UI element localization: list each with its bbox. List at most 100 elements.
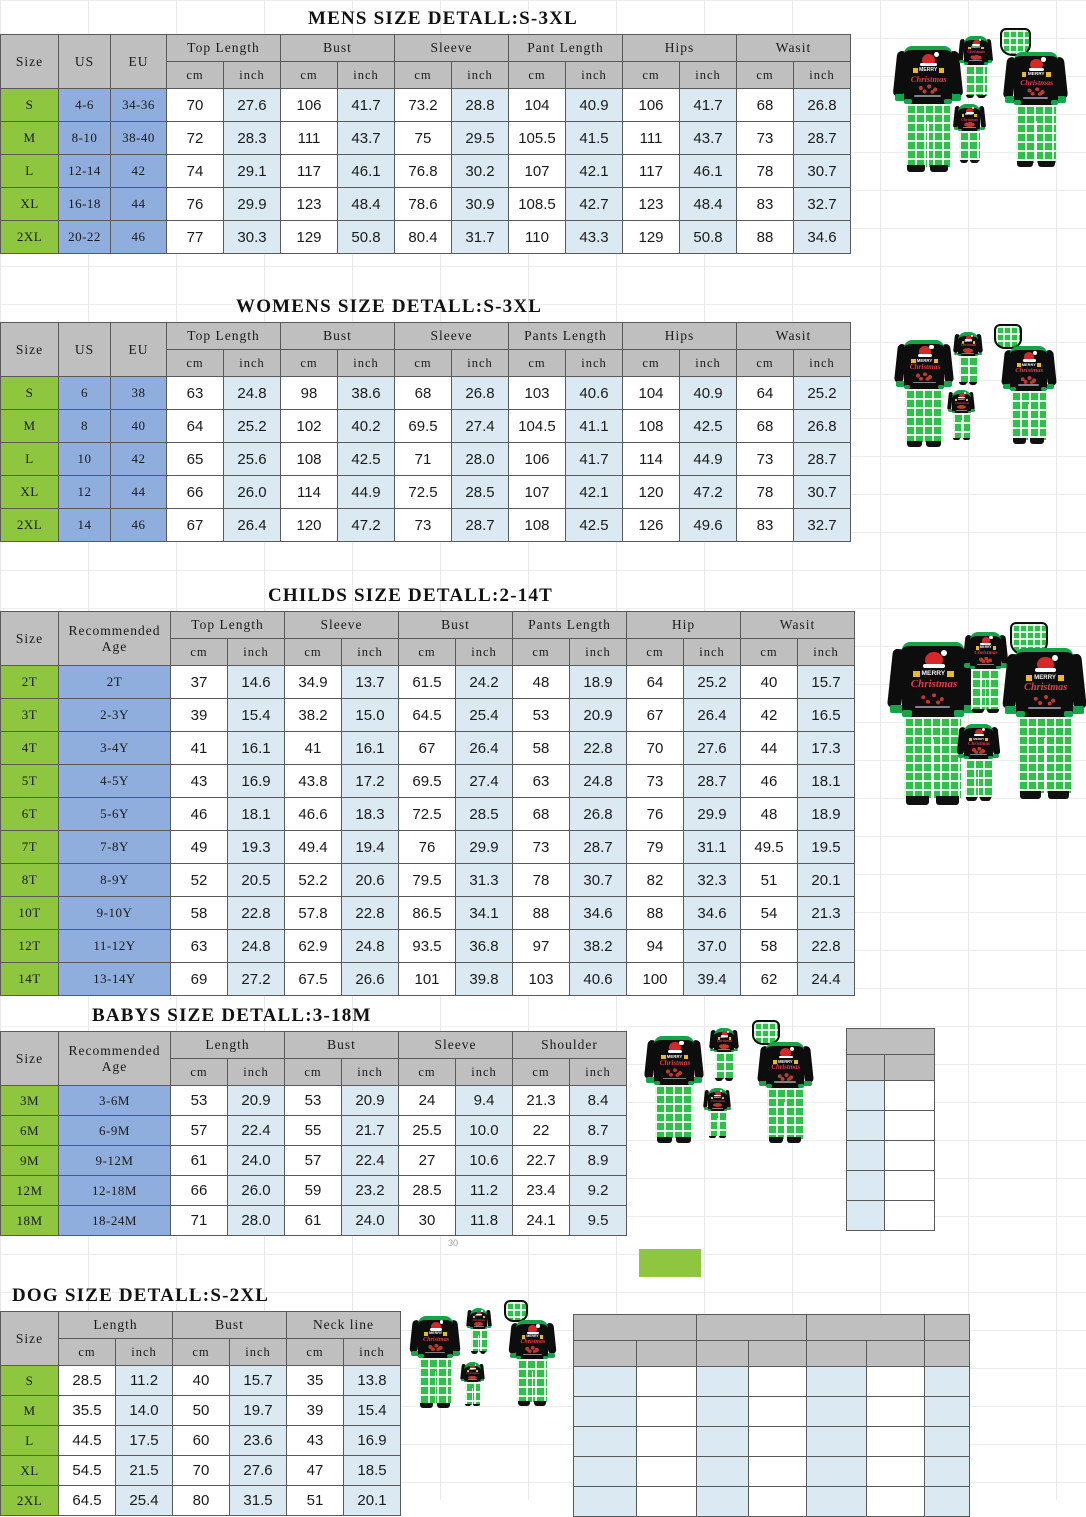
empty-cell <box>696 1366 749 1397</box>
unit-header-cm: cm <box>398 638 456 666</box>
cell-measure: 72.5 <box>394 475 452 509</box>
berry-wreath-graphic <box>1019 375 1038 384</box>
pants-cuff-right <box>676 1136 692 1143</box>
column-group-length: Length <box>58 1311 173 1339</box>
pajama-cuff-right <box>547 1353 555 1358</box>
unit-header-cm: cm <box>280 349 338 377</box>
cell-measure: 24.8 <box>569 764 627 798</box>
graphic-subtitle-line <box>522 1353 542 1355</box>
cell-measure: 44 <box>740 731 798 765</box>
unit-header-cm: cm <box>740 638 798 666</box>
cell-measure: 70 <box>166 88 224 122</box>
graphic-subtitle-line <box>956 409 967 411</box>
pants-leg-gap <box>723 1059 725 1080</box>
empty-table-row <box>573 1396 970 1427</box>
santa-hat-brim <box>917 354 933 358</box>
pajama-figure: MERRY Christmas <box>465 1308 492 1355</box>
table-row: M 8 40 64 25.2 102 40.2 69.5 27.4 104.5 41.1 108 42.… <box>0 409 851 443</box>
unit-header-cm: cm <box>398 1058 456 1086</box>
cell-measure: 83 <box>736 187 794 221</box>
cell-measure: 50.8 <box>337 220 395 254</box>
column-group-bust: Bust <box>280 34 395 62</box>
unit-header-cm: cm <box>172 1338 230 1366</box>
table-row: 2XL 64.5 25.4 80 31.5 51 20.1 <box>0 1485 401 1516</box>
pants-leg-gap <box>531 1371 533 1403</box>
unit-header-cm: cm <box>280 61 338 89</box>
pants-leg-gap <box>984 680 986 711</box>
empty-cell <box>806 1366 867 1397</box>
cell-measure: 108 <box>508 508 566 542</box>
unit-header-cm: cm <box>622 349 680 377</box>
empty-unit-cell <box>924 1340 970 1367</box>
cell-measure: 79.5 <box>398 863 456 897</box>
cell-measure: 26.8 <box>793 88 851 122</box>
table-row: L 12-14 42 74 29.1 117 46.1 76.8 30.2 107 42.1 117 4… <box>0 154 851 188</box>
cell-measure: 73.2 <box>394 88 452 122</box>
cell-measure: 129 <box>280 220 338 254</box>
cell-size: 14T <box>0 962 59 996</box>
cell-measure: 25.6 <box>223 442 281 476</box>
unit-header-inch: inch <box>343 1338 401 1366</box>
cell-measure: 10.0 <box>455 1115 513 1146</box>
cell-measure: 29.9 <box>455 830 513 864</box>
pajama-figure: MERRY Christmas <box>1003 52 1069 169</box>
cell-measure: 39 <box>170 698 228 732</box>
cell-measure: 74 <box>166 154 224 188</box>
cell-measure: 11.2 <box>455 1175 513 1206</box>
empty-table-row <box>846 1080 935 1111</box>
cell-measure: 25.2 <box>793 376 851 410</box>
empty-unit-cell <box>748 1340 807 1367</box>
table-row: 2XL 20-22 46 77 30.3 129 50.8 80.4 31.7 110 43.3 12… <box>0 220 851 254</box>
cell-measure: 88 <box>736 220 794 254</box>
childs-table-title: CHILDS SIZE DETALL:2-14T <box>268 585 554 606</box>
berry-wreath-graphic <box>969 54 982 60</box>
santa-hat-pom <box>1051 655 1058 662</box>
cell-measure: 100 <box>626 962 684 996</box>
merry-text: MERRY <box>666 1053 683 1059</box>
cell-measure: 58 <box>170 896 228 930</box>
cell-measure: 80.4 <box>394 220 452 254</box>
cell-measure: 71 <box>170 1205 228 1236</box>
empty-cell <box>884 1140 935 1171</box>
cell-measure: 15.7 <box>229 1365 287 1396</box>
cell-measure: 18.5 <box>343 1455 401 1486</box>
cell-size: M <box>0 409 59 443</box>
pants-cuff-right <box>987 709 999 714</box>
cell-size: 3M <box>0 1085 59 1116</box>
cell-measure: 102 <box>280 409 338 443</box>
cell-measure: 46 <box>170 797 228 831</box>
cell-measure: 103 <box>512 962 570 996</box>
santa-hat-brim <box>1035 668 1056 673</box>
cell-measure: 43 <box>170 764 228 798</box>
empty-header-cell <box>696 1314 807 1341</box>
pants-leg-gap <box>1027 404 1030 440</box>
cell-measure: 42.7 <box>565 187 623 221</box>
santa-hat-brim <box>922 664 945 669</box>
cell-measure: 20.5 <box>227 863 285 897</box>
empty-unit-cell <box>884 1054 935 1081</box>
table-row: 4T 3-4Y 41 16.1 41 16.1 67 26.4 58 22.8 70 27.6 44 17… <box>0 731 855 765</box>
empty-cell <box>924 1396 970 1427</box>
graphic-subtitle-line <box>425 1351 446 1354</box>
empty-table-row <box>846 1110 935 1141</box>
cell-measure: 111 <box>280 121 338 155</box>
cell-size: M <box>0 1395 59 1426</box>
cell-measure: 41.1 <box>565 409 623 443</box>
cell-measure: 61 <box>284 1205 342 1236</box>
santa-hat-pom <box>536 1324 540 1328</box>
cell-measure: 24.0 <box>227 1145 285 1176</box>
christmas-script-text: Christmas <box>1024 681 1068 693</box>
cell-us: 6 <box>58 376 111 410</box>
empty-table-row <box>573 1426 970 1457</box>
santa-hat-brim <box>1028 67 1045 71</box>
cell-measure: 68 <box>736 88 794 122</box>
table-row: 9M 9-12M 61 24.0 57 22.4 27 10.6 22.7 8.9 <box>0 1145 627 1176</box>
pajama-figure: MERRY Christmas <box>886 642 979 807</box>
cell-us: 4-6 <box>58 88 111 122</box>
column-group-pants-length: Pants Length <box>508 322 623 350</box>
unit-header-cm: cm <box>394 61 452 89</box>
cell-recommended-age: 18-24M <box>58 1205 171 1236</box>
pajama-cuff-right <box>726 1107 731 1111</box>
cell-measure: 26.6 <box>341 962 399 996</box>
table-row: S 4-6 34-36 70 27.6 106 41.7 73.2 28.8 104 40.9 106… <box>0 88 851 122</box>
